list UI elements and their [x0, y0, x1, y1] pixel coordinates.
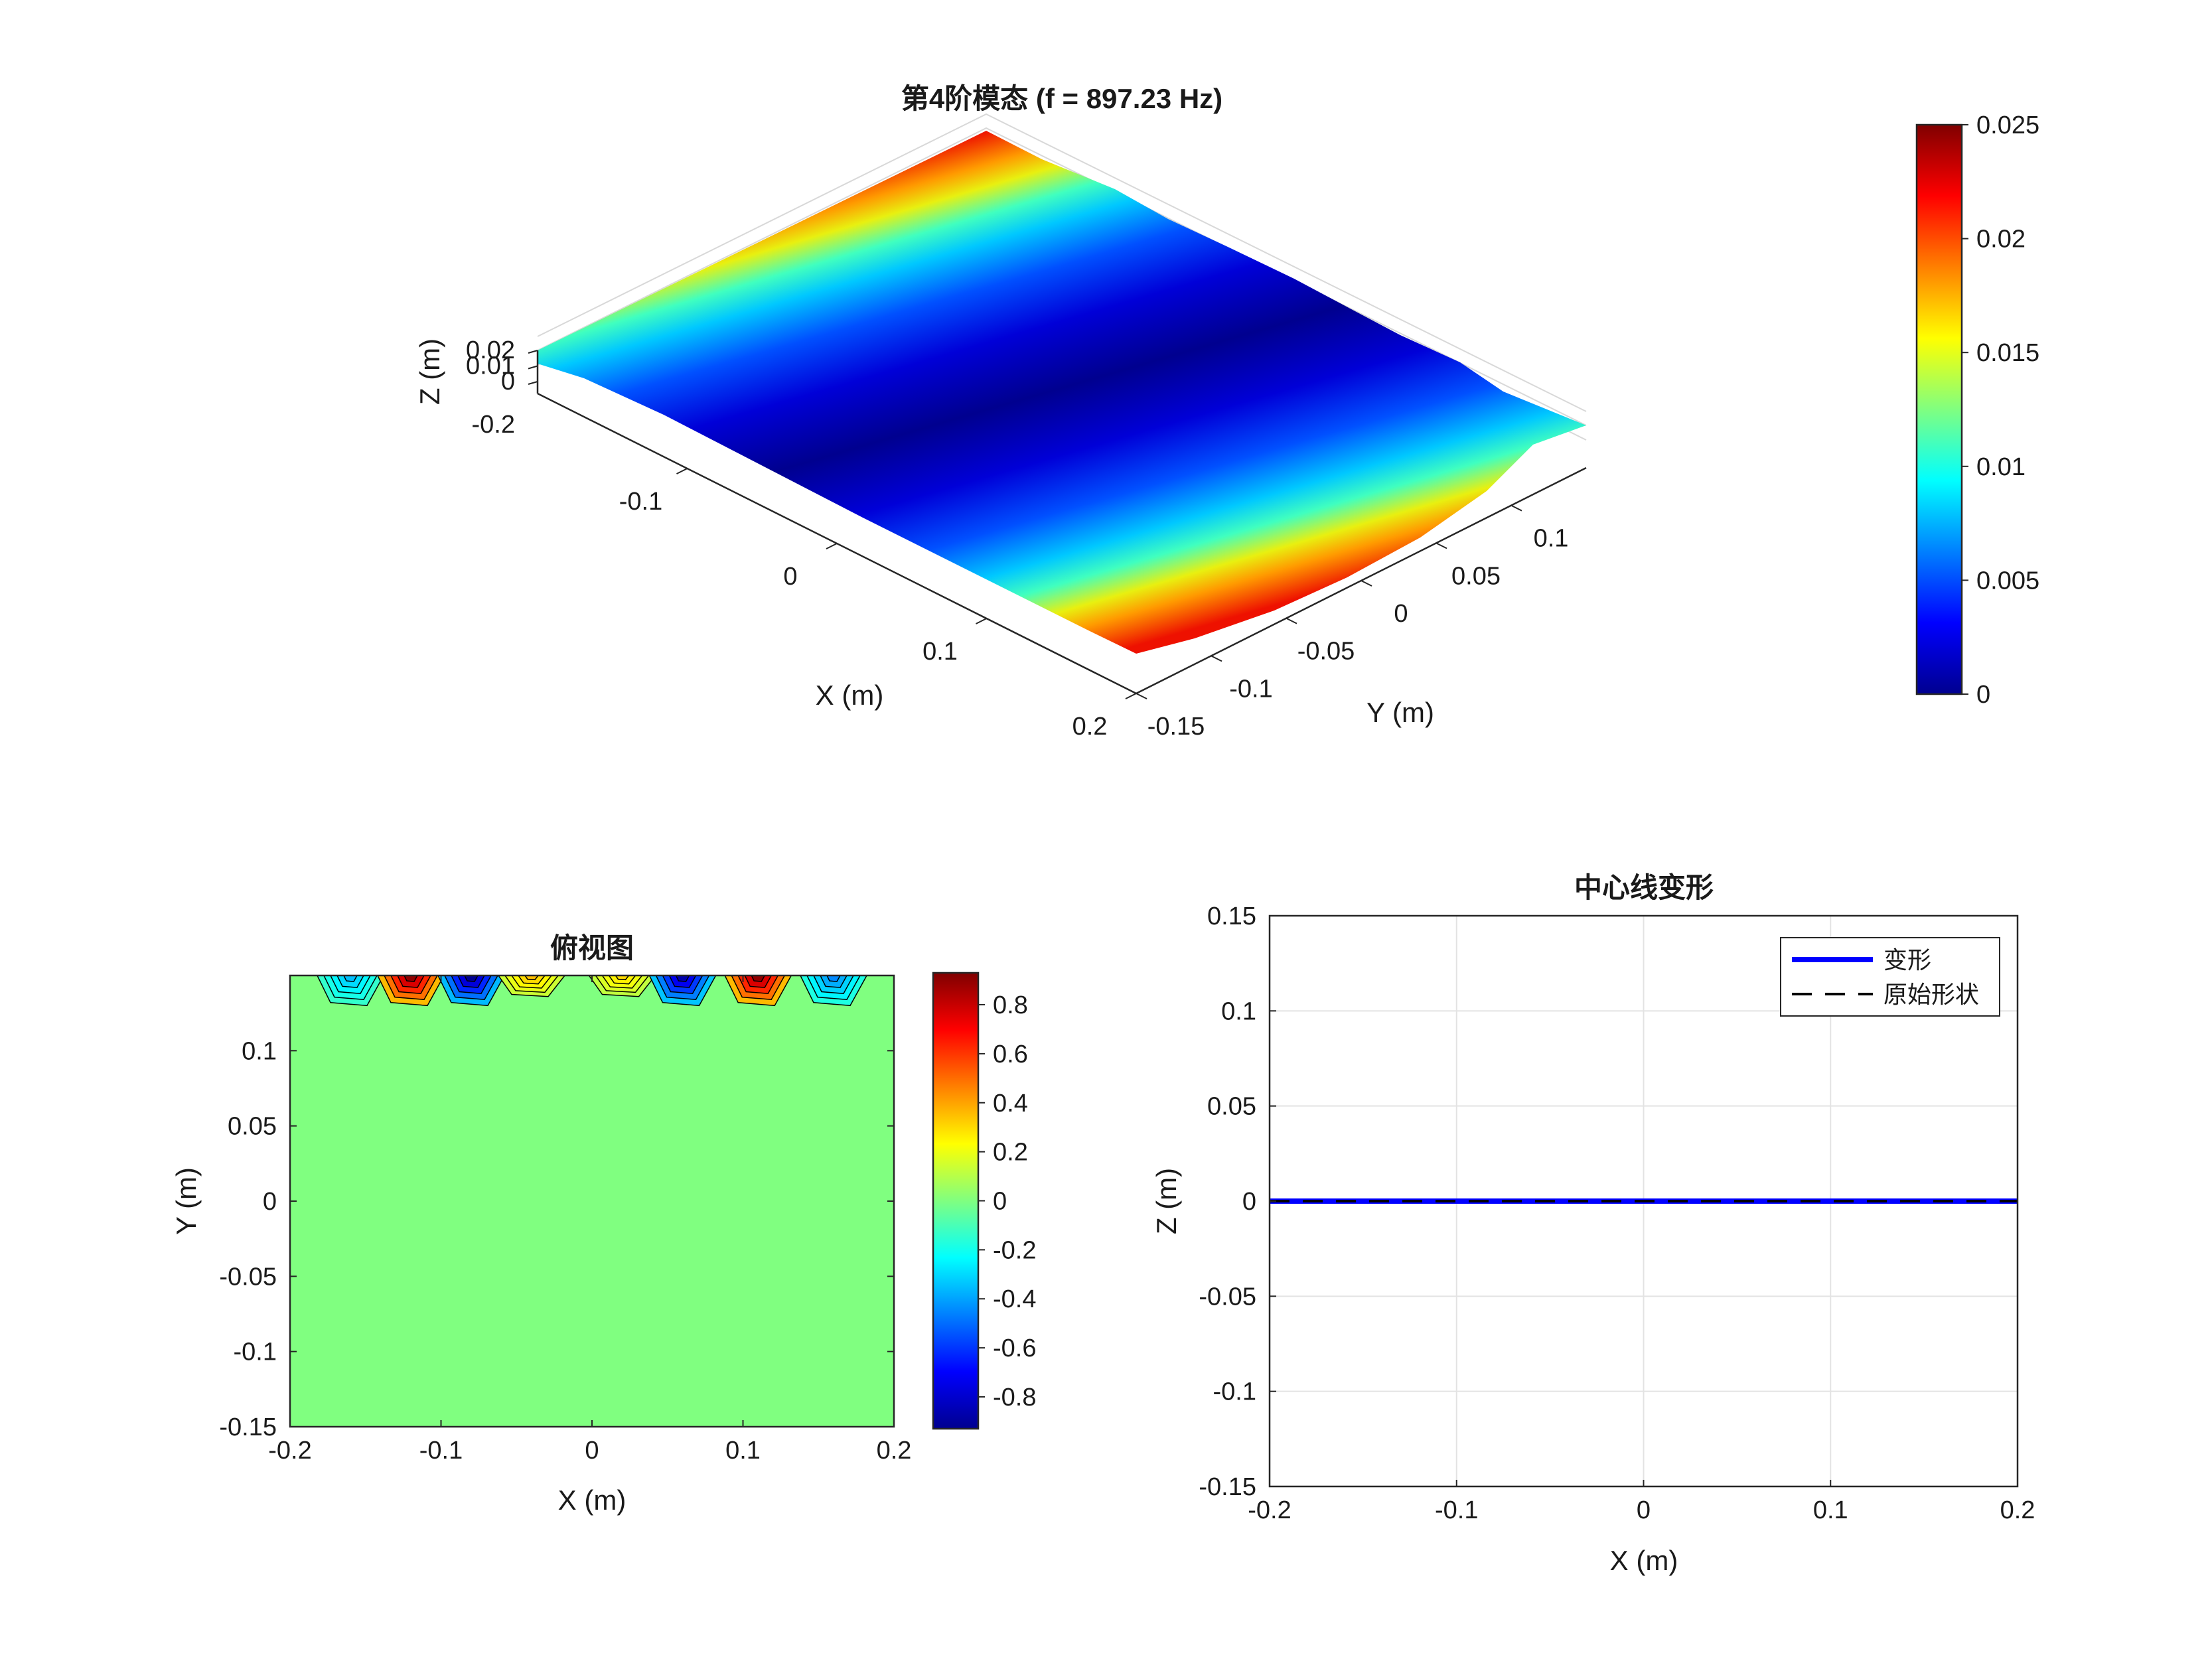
contour-x-tick-label: 0.1 [725, 1437, 761, 1465]
legend-label-deform: 变形 [1883, 946, 1931, 974]
centerline-y-tick-label: 0.15 [1207, 902, 1256, 930]
legend-box [1780, 937, 2000, 1017]
surface-title: 第4阶模态 (f = 897.23 Hz) [901, 83, 1222, 114]
contour-y-tick-label: -0.1 [234, 1338, 277, 1366]
surface-y-tick [1436, 542, 1447, 549]
surface-x-tick [1125, 693, 1137, 699]
centerline-y-tick-label: 0.1 [1221, 997, 1256, 1025]
surface-x-tick-label: -0.1 [619, 488, 662, 516]
surface-z-tick [528, 381, 538, 385]
surface-colorbar-tick-label: 0 [1976, 681, 1990, 709]
contour-y-tick-label: 0 [263, 1188, 277, 1216]
contour-colorbar-tick-label: 0.6 [993, 1041, 1028, 1068]
surface-y-tick [1211, 655, 1222, 662]
contour-background [290, 975, 894, 1427]
contour-xlabel: X (m) [558, 1484, 627, 1516]
contour-colorbar-bar [932, 972, 980, 1430]
contour-y-tick-label: -0.15 [219, 1413, 277, 1441]
surface-z-tick-label: 0 [501, 368, 515, 396]
centerline-plot: -0.2 -0.1 0 0.1 0.2 -0.15 -0.1 -0.05 0 0.05 0.1 0.1… [1151, 872, 2035, 1576]
surface-y-tick-label: 0.05 [1451, 562, 1501, 590]
surface-ylabel: Y (m) [1366, 697, 1434, 728]
contour-ylabel: Y (m) [171, 1167, 202, 1235]
surface-z-tick [528, 350, 538, 354]
contour-title: 俯视图 [550, 932, 634, 964]
centerline-legend: 变形 原始形状 [1780, 937, 2000, 1017]
centerline-x-tick-label: -0.2 [1248, 1496, 1291, 1524]
centerline-y-tick-label: 0.05 [1207, 1093, 1256, 1121]
contour-y-tick-label: -0.05 [219, 1263, 277, 1291]
centerline-xlabel: X (m) [1610, 1545, 1678, 1576]
surface-x-tick [676, 468, 688, 474]
contour-x-tick-label: -0.2 [268, 1437, 311, 1465]
surface-colorbar-tick-label: 0.02 [1976, 226, 2026, 253]
surface-y-tick-label: 0.1 [1534, 525, 1569, 553]
surface-y-tick [1136, 693, 1147, 699]
centerline-y-tick-label: -0.05 [1199, 1283, 1256, 1311]
surface-z-tick-label: 0.02 [466, 336, 515, 364]
surface-zlabel: Z (m) [414, 338, 445, 405]
contour-x-tick-label: 0 [585, 1437, 599, 1465]
contour-colorbar-tick-label: -0.4 [993, 1285, 1036, 1313]
contour-lobes [316, 975, 868, 1007]
surface-x-tick [826, 543, 838, 549]
surface-y-tick-label: -0.15 [1147, 713, 1205, 741]
centerline-x-tick-label: 0 [1637, 1496, 1651, 1524]
contour-y-tick-label: 0.05 [228, 1113, 277, 1141]
centerline-ylabel: Z (m) [1151, 1168, 1182, 1234]
centerline-x-tick-label: 0.1 [1813, 1496, 1848, 1524]
surface-colorbar-tick-label: 0.015 [1976, 339, 2039, 367]
contour-plot: -0.2 -0.1 0 0.1 0.2 -0.15 -0.1 -0.05 0 0.05 0.1 俯视… [171, 932, 1036, 1516]
surface-ticks: -0.100.10.2 -0.15-0.1-0.0500.050.100.010.… [466, 336, 1568, 741]
centerline-x-tick-label: -0.1 [1435, 1496, 1478, 1524]
contour-y-tick-label: 0.1 [242, 1037, 277, 1065]
surface-y-tick-label: -0.05 [1297, 638, 1355, 666]
centerline-x-tick-label: 0.2 [2000, 1496, 2035, 1524]
surface-x-tick-label: 0.1 [922, 638, 958, 666]
surface-colorbar-tick-label: 0.005 [1976, 567, 2039, 595]
centerline-y-tick-label: -0.15 [1199, 1473, 1256, 1501]
centerline-ticks: -0.2 -0.1 0 0.1 0.2 -0.15 -0.1 -0.05 0 0.05 0.1 0.1… [1199, 902, 2035, 1524]
surface-y-tick-label: 0 [1394, 600, 1408, 628]
contour-colorbar-tick-label: -0.2 [993, 1236, 1036, 1264]
surface-y-tick-label: -0.1 [1229, 675, 1272, 703]
surface-x-tick [976, 618, 987, 624]
contour-colorbar-tick-label: -0.8 [993, 1384, 1036, 1411]
contour-ticks: -0.2 -0.1 0 0.1 0.2 -0.15 -0.1 -0.05 0 0.05 0.1 [219, 975, 911, 1465]
surface-x-tick-label: 0 [783, 563, 797, 591]
surface-y-tick [1361, 580, 1372, 587]
contour-colorbar-ticks: -0.8 -0.6 -0.4 -0.2 0 0.2 0.4 0.6 0.8 [978, 991, 1036, 1411]
surface-xlabel: X (m) [816, 680, 884, 711]
centerline-y-tick-label: -0.1 [1213, 1378, 1256, 1406]
surface-plot: -0.100.10.2 -0.15-0.1-0.0500.050.100.010.… [414, 83, 2039, 741]
surface-corner-tick-label: -0.2 [472, 411, 515, 439]
contour-x-tick-label: 0.2 [877, 1437, 912, 1465]
surface-y-tick [1286, 617, 1297, 624]
contour-colorbar: -0.8 -0.6 -0.4 -0.2 0 0.2 0.4 0.6 0.8 [932, 972, 1036, 1430]
surface-colorbar-tick-label: 0.025 [1976, 111, 2039, 139]
surface-colorbar: 0 0.005 0.01 0.015 0.02 0.025 [1915, 111, 2039, 709]
contour-colorbar-tick-label: -0.6 [993, 1334, 1036, 1362]
surface-colorbar-bar [1915, 123, 1963, 695]
mode-surface [538, 131, 1586, 654]
surface-colorbar-ticks: 0 0.005 0.01 0.015 0.02 0.025 [1962, 111, 2039, 709]
surface-colorbar-tick-label: 0.01 [1976, 453, 2026, 481]
surface-z-tick-label: 0.01 [466, 352, 515, 380]
centerline-y-tick-label: 0 [1242, 1188, 1256, 1216]
contour-colorbar-tick-label: 0.2 [993, 1139, 1028, 1167]
contour-colorbar-tick-label: 0.4 [993, 1090, 1028, 1118]
surface-z-tick [528, 365, 538, 370]
centerline-title: 中心线变形 [1574, 872, 1714, 903]
contour-colorbar-tick-label: 0 [993, 1188, 1007, 1216]
contour-x-tick-label: -0.1 [419, 1437, 463, 1465]
surface-x-tick-label: 0.2 [1072, 713, 1108, 741]
legend-label-original: 原始形状 [1883, 981, 1979, 1008]
surface-y-tick [1511, 504, 1522, 512]
contour-colorbar-tick-label: 0.8 [993, 991, 1028, 1019]
